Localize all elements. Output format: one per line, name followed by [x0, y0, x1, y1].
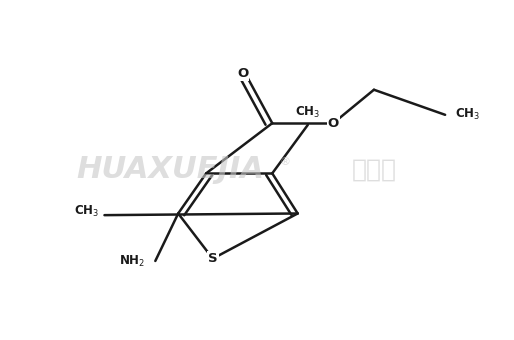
Text: ®: ®: [280, 157, 290, 167]
Text: CH$_3$: CH$_3$: [295, 105, 320, 120]
Text: CH$_3$: CH$_3$: [74, 204, 99, 219]
Text: O: O: [237, 67, 248, 80]
Text: S: S: [208, 252, 217, 265]
Text: HUAXUEJIA: HUAXUEJIA: [77, 155, 265, 185]
Text: 化学加: 化学加: [352, 158, 396, 182]
Text: NH$_2$: NH$_2$: [119, 253, 145, 269]
Text: O: O: [327, 117, 339, 130]
Text: CH$_3$: CH$_3$: [455, 107, 481, 122]
